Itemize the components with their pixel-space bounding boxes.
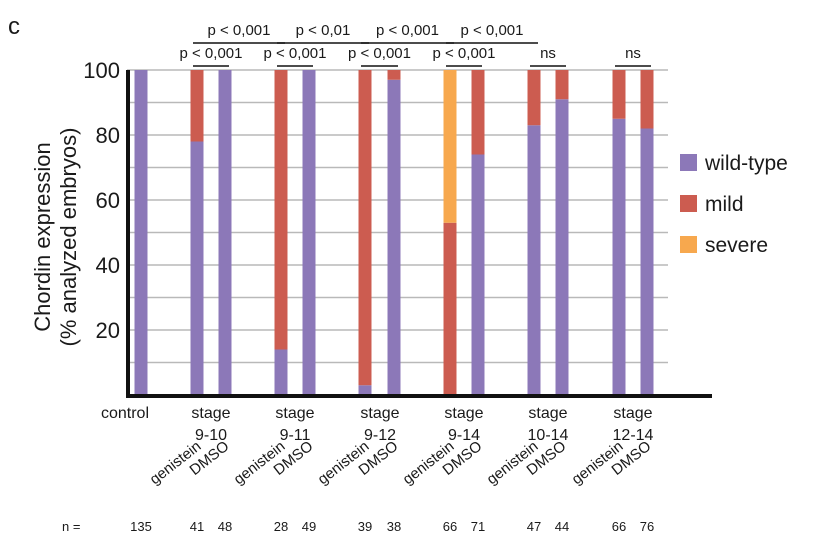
sample-size-row: n = 135 41 48 28 49 39 38 66 71 47 44 66 76	[62, 519, 654, 534]
significance-annotations: p < 0,001 p < 0,001 p < 0,001 p < 0,001 ns ns…	[180, 22, 651, 67]
panel-label: c	[8, 13, 20, 40]
x-category-label: control	[101, 405, 149, 422]
legend-label: wild-type	[704, 152, 788, 175]
bar-segment-mild	[387, 70, 401, 80]
x-category-label: stage	[360, 405, 399, 422]
bar-segment-wild-type	[218, 70, 232, 395]
sample-size-value: 48	[218, 519, 232, 534]
x-category-label: stage	[275, 405, 314, 422]
legend-label: mild	[705, 193, 744, 216]
bar-segment-wild-type	[302, 70, 316, 395]
bar-segment-wild-type	[134, 70, 148, 395]
sample-size-value: 66	[612, 519, 626, 534]
significance-label: p < 0,001	[461, 22, 524, 39]
significance-label: p < 0,001	[433, 45, 496, 62]
x-category-label: 10-14	[528, 427, 569, 444]
legend-label: severe	[705, 234, 768, 257]
bar-segment-mild	[471, 70, 485, 155]
bar-segment-wild-type	[555, 99, 569, 395]
legend-swatch-severe	[680, 236, 697, 253]
axes	[126, 70, 712, 398]
bar-segment-mild	[190, 70, 204, 142]
x-category-label: stage	[613, 405, 652, 422]
bar-segment-wild-type	[387, 79, 401, 395]
bar-segment-wild-type	[527, 125, 541, 395]
significance-label: p < 0,001	[208, 22, 271, 39]
bar-segment-mild	[274, 70, 288, 350]
significance-label: ns	[625, 45, 641, 62]
bar-segment-mild	[555, 70, 569, 100]
significance-label: ns	[540, 45, 556, 62]
x-category-label: 12-14	[613, 427, 654, 444]
sample-size-value: 41	[190, 519, 204, 534]
y-tick-labels: 20 40 60 80 100	[83, 58, 120, 343]
sample-size-value: 47	[527, 519, 541, 534]
significance-label: p < 0,01	[296, 22, 351, 39]
bar-segment-mild	[443, 222, 457, 395]
bar-segment-wild-type	[471, 154, 485, 395]
legend: wild-type mild severe	[680, 152, 788, 257]
significance-label: p < 0,001	[264, 45, 327, 62]
x-category-labels: control stage 9-10 stage 9-11 stage 9-12 stage 9…	[101, 405, 654, 444]
x-category-label: stage	[444, 405, 483, 422]
significance-label: p < 0,001	[180, 45, 243, 62]
treatment-labels: genisteinDMSOgenisteinDMSOgenisteinDMSOg…	[147, 438, 655, 488]
y-axis-label-line2: (% analyzed embryos)	[56, 128, 81, 347]
x-category-label: 9-14	[448, 427, 480, 444]
bar-segment-mild	[612, 70, 626, 119]
x-category-label: stage	[191, 405, 230, 422]
sample-size-value: 39	[358, 519, 372, 534]
n-label: n =	[62, 519, 80, 534]
bar-segment-mild	[527, 70, 541, 126]
x-category-label: 9-12	[364, 427, 396, 444]
bar-segment-severe	[443, 70, 457, 223]
bars	[134, 70, 654, 395]
sample-size-value: 28	[274, 519, 288, 534]
sample-size-value: 135	[130, 519, 152, 534]
bar-segment-wild-type	[358, 385, 372, 395]
bar-segment-mild	[640, 70, 654, 129]
bar-segment-wild-type	[612, 118, 626, 395]
bar-segment-wild-type	[274, 349, 288, 395]
legend-swatch-wild-type	[680, 154, 697, 171]
bar-segment-wild-type	[640, 128, 654, 395]
sample-size-value: 44	[555, 519, 569, 534]
y-tick-label: 40	[96, 253, 120, 278]
sample-size-value: 49	[302, 519, 316, 534]
x-category-label: 9-11	[280, 427, 311, 444]
sample-size-value: 76	[640, 519, 654, 534]
y-axis-label-line1: Chordin expression	[30, 142, 55, 332]
x-category-label: stage	[528, 405, 567, 422]
bar-segment-wild-type	[190, 141, 204, 395]
y-tick-label: 60	[96, 188, 120, 213]
y-tick-label: 100	[83, 58, 120, 83]
y-tick-label: 80	[96, 123, 120, 148]
x-category-label: 9-10	[195, 427, 227, 444]
significance-label: p < 0,001	[348, 45, 411, 62]
sample-size-value: 71	[471, 519, 485, 534]
y-tick-label: 20	[96, 318, 120, 343]
sample-size-value: 66	[443, 519, 457, 534]
sample-size-value: 38	[387, 519, 401, 534]
bar-segment-mild	[358, 70, 372, 386]
significance-label: p < 0,001	[376, 22, 439, 39]
legend-swatch-mild	[680, 195, 697, 212]
